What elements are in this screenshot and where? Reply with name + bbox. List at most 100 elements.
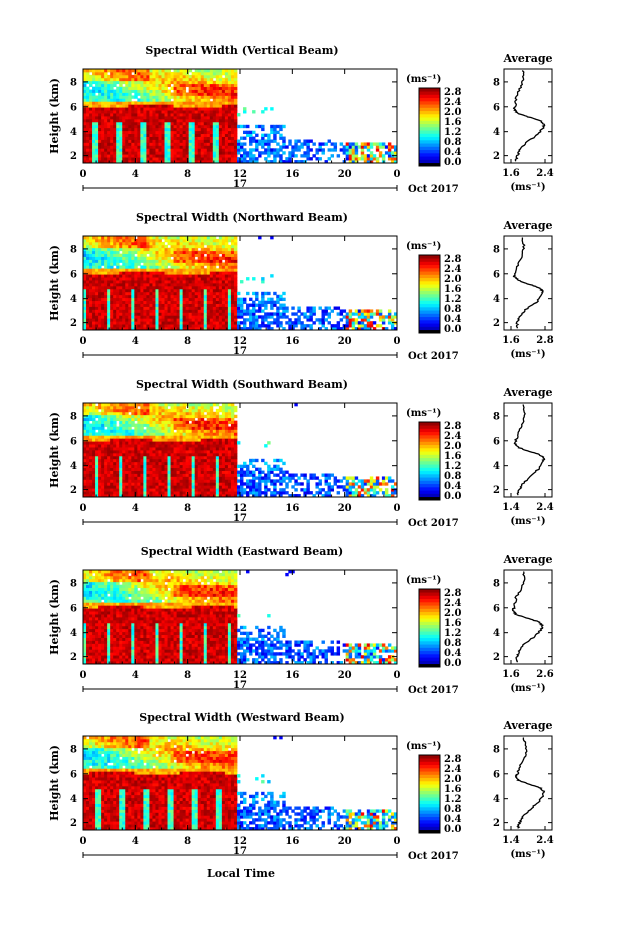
heatmap-cell: [113, 250, 117, 255]
heatmap-cell: [122, 324, 126, 328]
heatmap-cell: [161, 92, 165, 96]
heatmap-cell: [176, 265, 181, 269]
heatmap-cell: [173, 92, 177, 96]
heatmap-cell: [267, 321, 271, 325]
heatmap-cell: [131, 408, 135, 413]
heatmap-cell: [134, 467, 138, 471]
heatmap-cell: [89, 118, 93, 123]
heatmap-cell: [191, 71, 196, 76]
heatmap-cell: [191, 283, 196, 287]
heatmap-cell: [137, 306, 141, 310]
heatmap-cell: [110, 259, 114, 263]
heatmap-cell: [270, 306, 274, 310]
heatmap-cell: [101, 83, 105, 88]
heatmap-cell: [143, 461, 147, 466]
heatmap-cell: [215, 241, 220, 246]
heatmap-cell: [384, 327, 389, 331]
heatmap-cell: [140, 92, 144, 96]
heatmap-cell: [185, 101, 190, 105]
heatmap-cell: [146, 403, 150, 407]
heatmap-cell: [98, 294, 102, 299]
heatmap-cell: [279, 154, 283, 158]
heatmap-cell: [230, 151, 235, 155]
heatmap-cell: [170, 321, 174, 325]
heatmap-cell: [215, 121, 220, 126]
heatmap-cell: [173, 250, 177, 255]
heatmap-cell: [146, 444, 150, 448]
heatmap-cell: [155, 297, 159, 302]
heatmap-cell: [146, 452, 150, 457]
heatmap-cell: [83, 403, 87, 407]
heatmap-cell: [113, 139, 117, 143]
heatmap-cell: [167, 300, 171, 304]
heatmap-cell: [203, 101, 208, 105]
heatmap-cell: [110, 285, 114, 290]
heatmap-cell: [86, 238, 90, 243]
heatmap-cell: [152, 104, 156, 108]
heatmap-cell: [161, 101, 165, 105]
heatmap-cell: [149, 262, 153, 266]
heatmap-cell: [221, 303, 226, 307]
heatmap-cell: [140, 461, 144, 466]
heatmap-cell: [158, 318, 162, 322]
heatmap-cell: [89, 461, 93, 466]
heatmap-cell: [107, 452, 111, 457]
heatmap-cell: [224, 74, 229, 79]
heatmap-cell: [179, 127, 184, 132]
heatmap-cell: [158, 110, 162, 114]
heatmap-cell: [128, 151, 132, 155]
heatmap-cell: [86, 148, 90, 152]
heatmap-cell: [98, 494, 102, 498]
heatmap-cell: [300, 142, 304, 146]
heatmap-cell: [125, 268, 129, 272]
heatmap-cell: [92, 145, 96, 149]
heatmap-cell: [179, 130, 184, 135]
heatmap-cell: [101, 113, 105, 117]
heatmap-cell: [125, 285, 129, 290]
heatmap-cell: [155, 139, 159, 143]
heatmap-cell: [101, 92, 105, 96]
heatmap-cell: [146, 92, 150, 96]
heatmap-cell: [104, 450, 108, 454]
heatmap-cell: [182, 110, 187, 114]
heatmap-cell: [92, 130, 96, 135]
heatmap-cell: [110, 458, 114, 463]
heatmap-cell: [158, 303, 162, 307]
heatmap-cell: [143, 285, 147, 290]
heatmap-cell: [119, 151, 123, 155]
heatmap-cell: [164, 236, 168, 240]
heatmap-cell: [327, 139, 331, 143]
heatmap-cell: [134, 414, 138, 419]
heatmap-cell: [155, 262, 159, 266]
heatmap-cell: [140, 118, 144, 123]
heatmap-cell: [194, 136, 199, 140]
heatmap-cell: [143, 151, 147, 155]
heatmap-cell: [122, 136, 126, 140]
heatmap-cell: [113, 435, 117, 439]
heatmap-cell: [233, 86, 238, 90]
heatmap-cell: [122, 236, 126, 240]
heatmap-cell: [128, 285, 132, 290]
heatmap-cell: [98, 86, 102, 90]
heatmap-cell: [227, 145, 232, 149]
heatmap-cell: [92, 309, 96, 313]
heatmap-cell: [185, 280, 190, 284]
heatmap-cell: [173, 104, 177, 108]
heatmap-cell: [122, 444, 126, 448]
heatmap-cell: [92, 110, 96, 114]
heatmap-cell: [146, 104, 150, 108]
heatmap-cell: [321, 324, 325, 328]
heatmap-cell: [369, 309, 374, 313]
heatmap-cell: [218, 241, 223, 246]
heatmap-cell: [249, 148, 253, 152]
heatmap-cell: [212, 92, 217, 96]
heatmap-cell: [158, 118, 162, 123]
heatmap-cell: [89, 77, 93, 82]
heatmap-cell: [104, 80, 108, 85]
heatmap-cell: [122, 306, 126, 310]
heatmap-cell: [233, 321, 238, 325]
heatmap-cell: [282, 124, 286, 129]
heatmap-cell: [119, 429, 123, 433]
heatmap-cell: [185, 154, 190, 158]
heatmap-cell: [107, 300, 111, 304]
